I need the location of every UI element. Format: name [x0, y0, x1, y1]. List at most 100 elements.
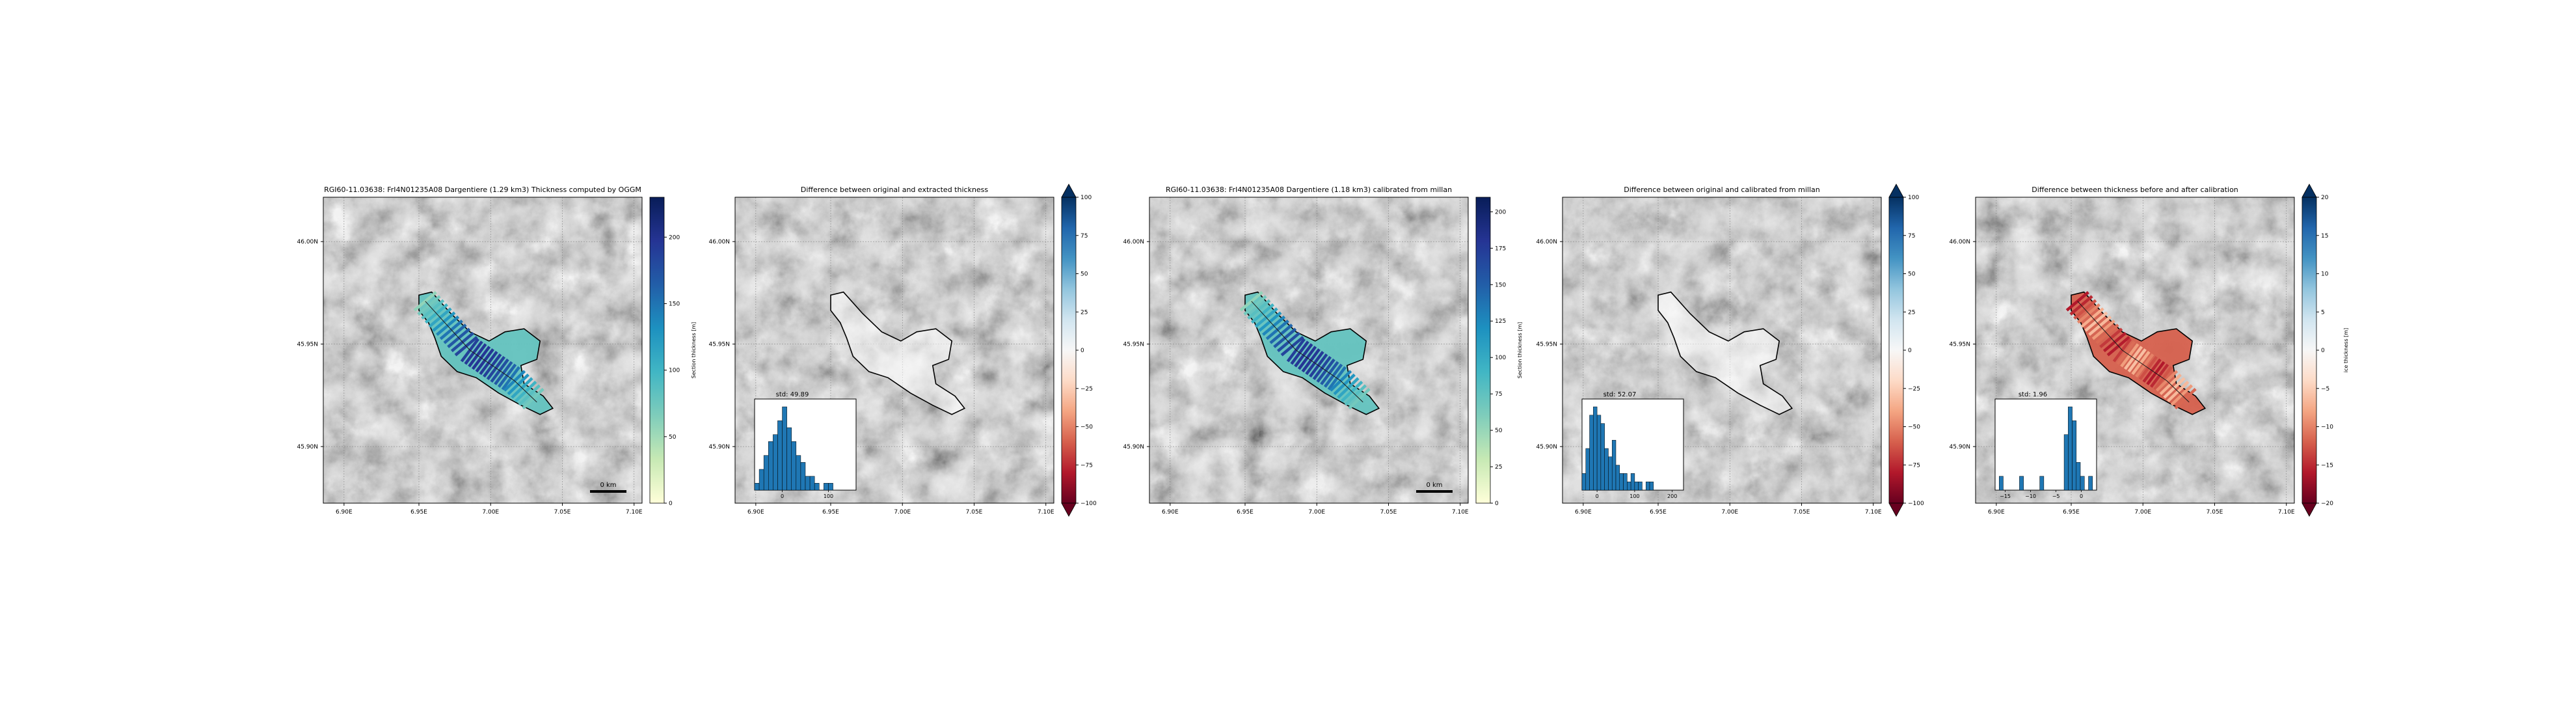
- colorbar-tick-label: 75: [1495, 391, 1502, 398]
- colorbar-tick-label: −75: [1080, 462, 1093, 469]
- histogram-bar: [1596, 415, 1602, 491]
- lon-tick-label: 6.90E: [747, 509, 764, 516]
- histogram-bar: [1645, 481, 1650, 491]
- colorbar-tick-label: 200: [1495, 209, 1506, 215]
- histogram-bar: [2068, 406, 2073, 491]
- colorbar-tick-label: 100: [1080, 195, 1092, 201]
- histogram-bar: [1630, 473, 1635, 491]
- lon-tick-label: 6.95E: [822, 509, 839, 516]
- histogram-bar: [2088, 476, 2093, 491]
- panel-4: 6.90E 6.95E 7.00E 7.05E 7.10E 46.00N 45.95N 45.…: [1536, 184, 1924, 517]
- panel-1: 6.90E 6.95E 7.00E 7.05E 7.10E 46.00N 45.95N 45.…: [297, 186, 697, 516]
- panel-5: 6.90E 6.95E 7.00E 7.05E 7.10E 46.00N 45.95N 45.…: [1950, 184, 2349, 517]
- histogram-tick-label: 0: [2080, 493, 2083, 499]
- histogram-bar: [1627, 481, 1631, 491]
- flowline: [2077, 301, 2190, 403]
- colorbar-extend-top: [1061, 184, 1077, 198]
- lon-tick-label: 7.05E: [554, 509, 571, 516]
- histogram-bar: [1638, 481, 1643, 491]
- colorbar-tick-label: 100: [1495, 355, 1506, 361]
- histogram-bar: [777, 420, 783, 491]
- scale-bar: [590, 490, 626, 493]
- colorbar-tick-label: −25: [1080, 386, 1093, 393]
- lon-tick-label: 7.05E: [1793, 509, 1810, 516]
- lat-tick-label: 45.95N: [1123, 342, 1145, 348]
- histogram-bar: [1593, 406, 1598, 491]
- lon-tick-label: 7.10E: [1865, 509, 1882, 516]
- lat-tick-label: 45.95N: [1536, 342, 1558, 348]
- lat-tick-label: 45.95N: [297, 342, 319, 348]
- colorbar: [1888, 197, 1904, 504]
- flowline: [425, 301, 537, 403]
- scale-bar-label: 0 km: [600, 482, 616, 489]
- histogram-bar: [2080, 476, 2085, 491]
- histogram-bar: [814, 483, 820, 491]
- flowline: [1251, 301, 1363, 403]
- histogram-tick-label: −5: [2052, 493, 2060, 499]
- lon-tick-label: 7.00E: [482, 509, 499, 516]
- histogram-bar: [754, 483, 760, 491]
- colorbar-tick-label: 75: [1080, 233, 1088, 240]
- histogram-title: std: 52.07: [1603, 391, 1637, 398]
- colorbar-tick-label: −20: [2321, 501, 2333, 507]
- colorbar-tick-label: 50: [669, 434, 677, 441]
- colorbar-tick-label: 10: [2321, 271, 2329, 278]
- colorbar-tick-label: 0: [1495, 501, 1499, 507]
- colorbar-tick-label: 0: [2321, 348, 2325, 354]
- histogram-bar: [828, 483, 833, 491]
- scale-bar-label: 0 km: [1426, 482, 1442, 489]
- histogram-tick-label: 0: [1596, 493, 1599, 499]
- colorbar-label: Section thickness [m]: [1517, 322, 1523, 379]
- lat-tick-label: 46.00N: [1123, 239, 1145, 245]
- histogram-bar: [763, 455, 769, 491]
- lon-tick-label: 6.90E: [1162, 509, 1179, 516]
- colorbar-tick-label: −50: [1908, 424, 1920, 431]
- lon-tick-label: 6.90E: [336, 509, 353, 516]
- colorbar: [649, 197, 665, 504]
- panel-title: RGI60-11.03638: FrI4N01235A08 Dargentier…: [324, 186, 641, 194]
- colorbar-tick-label: 50: [1495, 428, 1503, 434]
- colorbar-label: ice thickness [m]: [2343, 328, 2349, 372]
- histogram-bar: [791, 441, 797, 491]
- histogram-bar: [786, 427, 792, 491]
- histogram-bar: [2039, 476, 2045, 491]
- lon-tick-label: 6.95E: [1237, 509, 1254, 516]
- lat-tick-label: 45.90N: [709, 444, 731, 450]
- panels: 6.90E 6.95E 7.00E 7.05E 7.10E 46.00N 45.95N 45.…: [297, 184, 2349, 517]
- colorbar-tick-label: 25: [1495, 464, 1502, 471]
- histogram-bar: [782, 406, 787, 491]
- colorbar-label: Section thickness [m]: [691, 322, 697, 379]
- lat-tick-label: 46.00N: [709, 239, 731, 245]
- histogram-tick-label: 100: [1630, 493, 1639, 499]
- histogram-bar: [1600, 423, 1605, 491]
- lon-tick-label: 6.95E: [1650, 509, 1667, 516]
- histogram-bar: [1998, 476, 2004, 491]
- colorbar-tick-label: −10: [2321, 424, 2333, 431]
- colorbar-tick-label: −5: [2321, 386, 2329, 393]
- histogram-bar: [2076, 462, 2081, 491]
- lon-tick-label: 7.10E: [2278, 509, 2295, 516]
- histogram-bar: [809, 476, 815, 491]
- histogram-bar: [768, 441, 773, 491]
- lon-tick-label: 7.00E: [894, 509, 911, 516]
- colorbar-tick-label: −75: [1908, 462, 1920, 469]
- histogram-bar: [824, 483, 829, 491]
- colorbar-tick-label: 0: [1080, 348, 1084, 354]
- histogram-bar: [1589, 415, 1594, 491]
- colorbar-tick-label: 100: [669, 368, 680, 374]
- map-frame: [1562, 197, 1882, 504]
- colorbar-tick-label: 20: [2321, 195, 2329, 201]
- colorbar-extend-bottom: [2301, 503, 2317, 517]
- map-frame: [1975, 197, 2295, 504]
- histogram-bar: [805, 476, 811, 491]
- lat-tick-label: 46.00N: [1536, 239, 1558, 245]
- colorbar-tick-label: −100: [1080, 501, 1097, 507]
- panel-3: 6.90E 6.95E 7.00E 7.05E 7.10E 46.00N 45.95N 45.…: [1123, 186, 1523, 516]
- map-frame: [323, 197, 643, 504]
- histogram-bar: [800, 462, 806, 491]
- lat-tick-label: 46.00N: [1950, 239, 1971, 245]
- colorbar-extend-bottom: [1061, 503, 1077, 517]
- lon-tick-label: 7.00E: [2134, 509, 2151, 516]
- scale-bar: [1416, 490, 1453, 493]
